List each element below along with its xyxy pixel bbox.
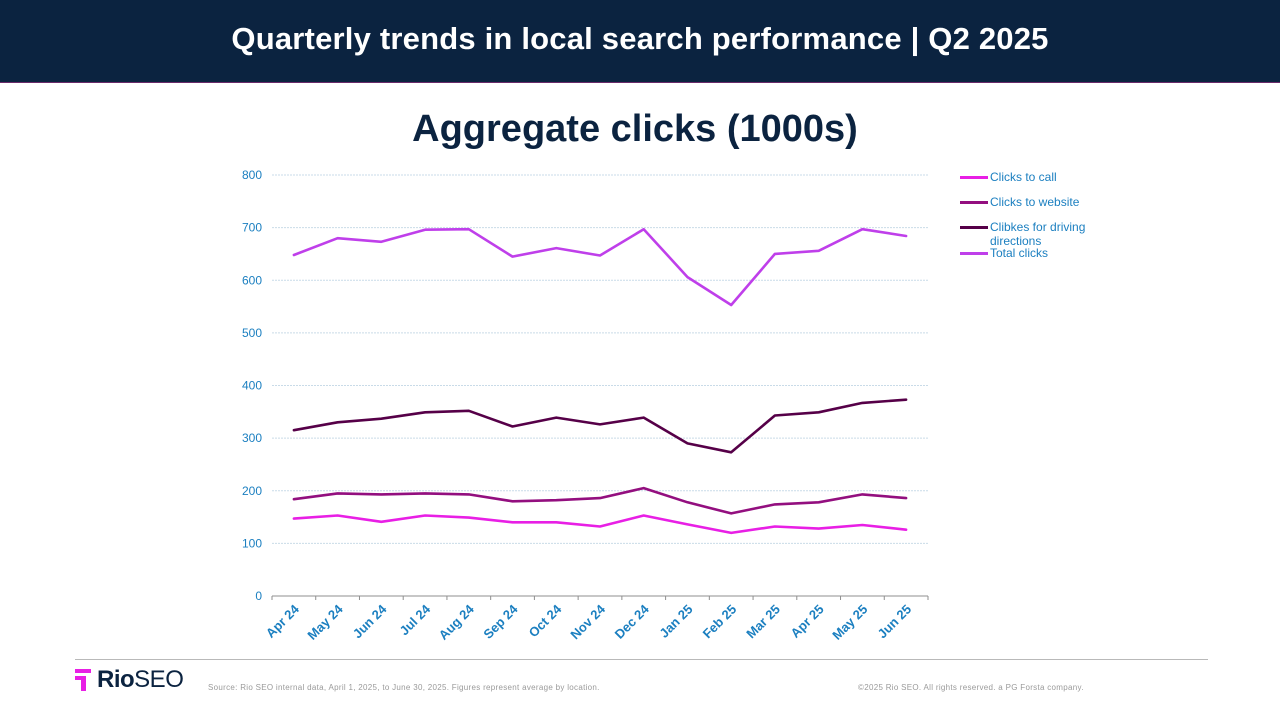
y-tick-label: 700 [242, 221, 262, 235]
legend-swatch [960, 176, 988, 179]
y-tick-label: 400 [242, 379, 262, 393]
x-tick-label: Oct 24 [526, 601, 565, 640]
x-tick-label: Jun 25 [875, 602, 915, 642]
footer-copyright: ©2025 Rio SEO. All rights reserved. a PG… [858, 683, 1084, 692]
x-tick-label: Jan 25 [656, 602, 695, 641]
rio-seo-logo: RioSEO [75, 666, 184, 694]
series-line-1 [292, 514, 908, 535]
y-tick-label: 600 [242, 273, 262, 287]
y-tick-label: 500 [242, 326, 262, 340]
legend-item: Clicks to website [960, 195, 1108, 209]
legend-label: Clicks to call [990, 170, 1057, 184]
x-tick-label: Aug 24 [436, 601, 478, 643]
x-tick-label: Apr 24 [263, 601, 303, 641]
legend-swatch [960, 226, 988, 229]
y-tick-label: 300 [242, 431, 262, 445]
x-tick-label: Feb 25 [700, 602, 740, 642]
x-tick-label: Jul 24 [397, 601, 434, 638]
series-line-4 [292, 227, 908, 307]
x-tick-label: Apr 25 [788, 602, 827, 641]
series-line-2 [292, 486, 908, 515]
y-tick-label: 100 [242, 536, 262, 550]
x-tick-label: May 24 [304, 601, 346, 643]
logo-wordmark-bold: Rio [97, 666, 135, 693]
x-tick-label: Nov 24 [567, 601, 608, 642]
legend-item: Clibkes for driving directions [960, 220, 1108, 248]
legend-item: Clicks to call [960, 170, 1108, 184]
y-tick-label: 200 [242, 484, 262, 498]
rio-seo-logo-mark-icon [75, 669, 91, 691]
legend-item: Total clicks [960, 246, 1108, 260]
footer-divider [75, 659, 1208, 660]
x-tick-label: Sep 24 [480, 601, 521, 642]
x-tick-label: Dec 24 [612, 601, 653, 642]
chart-title: Aggregate clicks (1000s) [412, 108, 858, 150]
x-tick-label: May 25 [829, 602, 870, 643]
header-bar: Quarterly trends in local search perform… [0, 0, 1280, 83]
logo-wordmark-rest: SEO [134, 666, 184, 693]
page-title: Quarterly trends in local search perform… [231, 21, 1049, 56]
x-tick-label: Jun 24 [350, 601, 390, 641]
series-line-3 [292, 398, 908, 454]
y-tick-label: 0 [255, 589, 262, 603]
legend-label: Total clicks [990, 246, 1049, 260]
legend-swatch [960, 252, 988, 255]
footer-source-note: Source: Rio SEO internal data, April 1, … [208, 683, 600, 692]
legend-label: Clibkes for driving directions [990, 220, 1086, 248]
x-tick-label: Mar 25 [743, 602, 783, 642]
y-tick-label: 800 [242, 168, 262, 182]
legend-label: Clicks to website [990, 195, 1080, 209]
legend-swatch [960, 201, 988, 204]
logo-wordmark: RioSEO [97, 666, 184, 694]
